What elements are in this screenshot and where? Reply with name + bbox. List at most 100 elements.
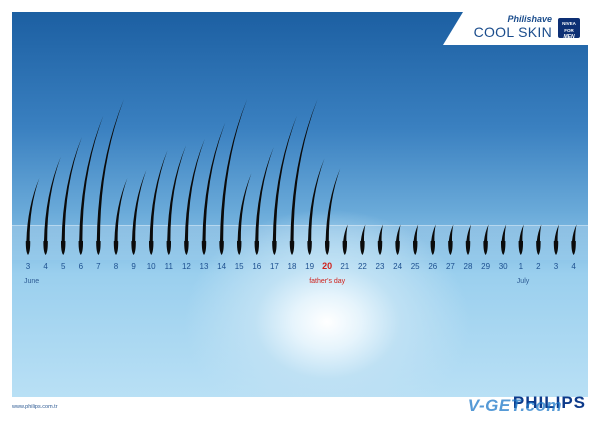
day-label: 8 (113, 262, 119, 271)
hair-strand (413, 224, 419, 241)
day-label: 19 (305, 262, 315, 271)
hair-strand (167, 145, 187, 241)
hair-root (96, 241, 101, 255)
watermark: V-GET.com (467, 396, 562, 415)
hair-strand (554, 224, 559, 241)
hair-root (483, 241, 488, 255)
hair-root (289, 241, 295, 255)
day-label: 30 (498, 262, 508, 271)
hair-root (430, 241, 436, 255)
poster: Philishave COOL SKIN NIVEA FOR MEN 3 4 5 6 7… (12, 12, 588, 397)
day-label: 10 (146, 262, 156, 271)
nivea-badge-line2: FOR (564, 28, 574, 33)
day-label: 2 (536, 262, 541, 271)
hair-root (571, 241, 576, 255)
hair-strand (96, 99, 124, 241)
day-label: 26 (428, 262, 438, 271)
hair-strand (114, 178, 128, 241)
day-label: 4 (43, 262, 48, 271)
hair-strand (536, 224, 542, 241)
product-line: Philishave (507, 14, 552, 24)
hair-strand (149, 150, 168, 241)
hair-root (43, 241, 48, 255)
hair-root (201, 241, 207, 255)
hair-root (254, 241, 260, 255)
hair-root (412, 241, 418, 255)
hair-strand (44, 156, 61, 241)
hair-root (395, 241, 400, 255)
day-label-fathers-day: 20 (322, 261, 333, 271)
day-label: 6 (78, 262, 84, 271)
hair-root (377, 241, 383, 255)
hair-root (166, 241, 172, 255)
hair-strand (431, 224, 436, 241)
hair-strand (255, 146, 274, 241)
day-label: 9 (131, 262, 136, 271)
day-label: 28 (463, 262, 473, 271)
day-label: 5 (60, 262, 66, 271)
month-label-july: July (516, 278, 530, 285)
hair-strand (290, 99, 318, 241)
day-label: 7 (96, 262, 101, 271)
hair-root (500, 241, 506, 255)
month-label-june: June (24, 278, 40, 285)
hair-strand (519, 224, 524, 241)
day-label: 16 (252, 262, 262, 271)
hair-root (448, 241, 453, 255)
hair-strand (79, 115, 104, 241)
hair-strand (466, 224, 471, 241)
hair-root (342, 241, 348, 255)
hair-root (536, 241, 541, 255)
hair-strand (61, 137, 82, 241)
day-label: 23 (375, 262, 385, 271)
website-link[interactable]: www.philips.com.tr (12, 404, 58, 410)
day-label: 22 (357, 262, 367, 271)
day-label: 21 (340, 262, 350, 271)
hair-strand (26, 178, 40, 241)
hair-strand (360, 224, 366, 241)
hair-strand (308, 158, 325, 241)
hair-strand (378, 224, 383, 241)
hair-root (148, 241, 154, 255)
day-label: 29 (481, 262, 491, 271)
hair-root (236, 241, 242, 255)
skin-surface (12, 225, 588, 260)
hair-strand (325, 168, 341, 241)
product-name: COOL SKIN (473, 24, 552, 40)
hair-strand (484, 224, 489, 241)
hair-strand (396, 224, 401, 241)
day-label: 14 (217, 262, 227, 271)
hair-root (307, 241, 312, 255)
hair-strand (220, 99, 248, 241)
hair-root (60, 241, 66, 255)
day-label: 24 (393, 262, 403, 271)
nivea-badge-line3: MEN (563, 34, 575, 40)
hair-root (219, 241, 224, 255)
day-label: 27 (445, 262, 455, 271)
hair-strand (343, 224, 348, 241)
hair-strand (202, 122, 226, 241)
hair-strand (272, 115, 297, 241)
hair-root (131, 241, 136, 255)
day-label: 15 (234, 262, 244, 271)
hair-strand (448, 224, 454, 241)
day-label: 3 (25, 262, 31, 271)
hair-strand (184, 138, 205, 241)
day-label: 12 (181, 262, 191, 271)
hair-strand (501, 224, 507, 241)
hair-root (360, 241, 365, 255)
hair-strand (237, 173, 252, 241)
nivea-badge-line1: NIVEA (562, 21, 576, 26)
day-label: 3 (553, 262, 559, 271)
hair-root (184, 241, 189, 255)
hair-strand (572, 224, 577, 241)
day-label: 17 (269, 262, 279, 271)
day-label: 1 (518, 262, 524, 271)
hair-root (324, 241, 330, 255)
day-label: 25 (410, 262, 420, 271)
day-label: 18 (287, 262, 297, 271)
hair-root (465, 241, 471, 255)
hair-root (25, 241, 31, 255)
nivea-men-badge: NIVEA FOR MEN (558, 18, 580, 40)
day-label: 13 (199, 262, 209, 271)
